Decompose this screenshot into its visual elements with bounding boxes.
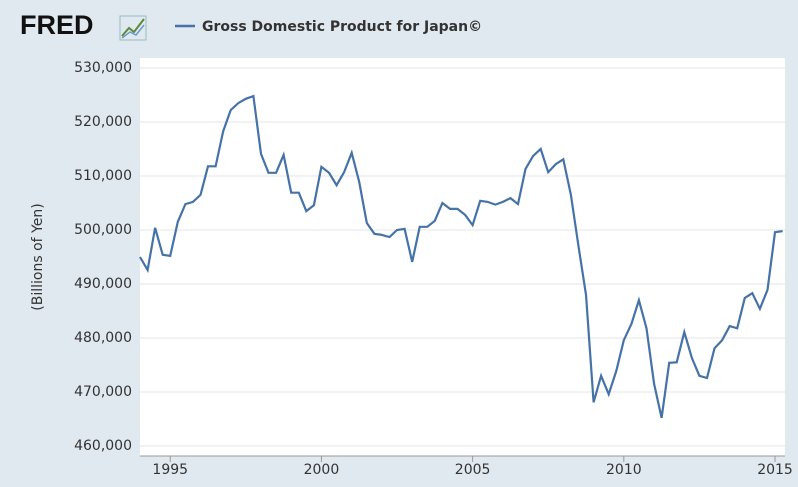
x-tick-label: 2015: [757, 462, 793, 478]
x-tick-label: 2005: [455, 462, 491, 478]
y-tick-label: 460,000: [74, 438, 132, 454]
plot-area: [140, 58, 785, 456]
y-tick-label: 470,000: [74, 384, 132, 400]
y-tick-label: 520,000: [74, 114, 132, 130]
x-tick-label: 2010: [606, 462, 642, 478]
y-axis-label: (Billions of Yen): [30, 203, 46, 310]
y-tick-label: 500,000: [74, 222, 132, 238]
y-tick-label: 530,000: [74, 60, 132, 76]
y-tick-label: 480,000: [74, 330, 132, 346]
x-tick-label: 1995: [152, 462, 188, 478]
x-tick-label: 2000: [304, 462, 340, 478]
legend-label: Gross Domestic Product for Japan©: [202, 19, 482, 35]
logo-icon: [119, 15, 147, 41]
logo: FRED: [20, 10, 94, 40]
y-tick-label: 510,000: [74, 168, 132, 184]
data-line: [139, 94, 783, 419]
y-tick-label: 490,000: [74, 276, 132, 292]
